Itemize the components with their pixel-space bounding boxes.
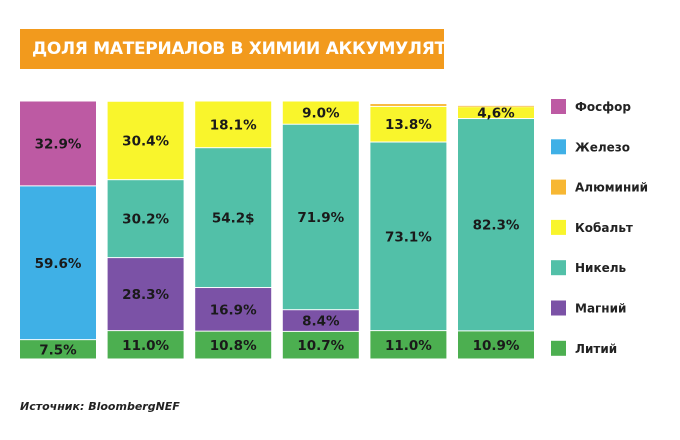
data-label: 82.3% [473,218,520,234]
bar-segment [370,106,447,142]
bar-segment [20,101,96,186]
bar-segment [107,258,184,331]
data-label: 10.7% [297,338,344,354]
legend-swatch [551,300,566,316]
legend-swatch [551,340,566,356]
data-label: 7.5% [39,342,77,358]
bar-segment [458,105,534,107]
bar-stack: 10.7% 8.4% 71.9% 9.0% [282,101,359,359]
legend-swatch [551,99,566,114]
bar-segment [195,148,272,288]
bar-segment [195,331,272,359]
chart-title: ДОЛЯ МАТЕРИАЛОВ В ХИМИИ АККУМУЛЯТОРОВ ПО… [20,29,587,69]
legend-item: Фосфор [551,99,631,114]
legend-label: Литий [575,342,617,356]
data-label: 30.4% [122,133,169,149]
data-label: 30.2% [122,212,169,228]
bar-stack: 10.8% 16.9% 54.2$ 18.1% [195,101,272,359]
legend-item: Литий [551,340,617,356]
bar-segment [195,101,272,148]
legend-item: Железо [551,139,630,155]
bar-segment [282,101,359,124]
data-label: 18.1% [210,117,257,133]
data-label: 32.9% [35,136,82,152]
legend-label: Фосфор [575,100,631,114]
bar-stack: 7.5% 59.6% 32.9% [20,101,96,359]
data-label: 73.1% [385,229,432,245]
data-label: 16.9% [210,302,257,318]
data-label: 10.8% [210,338,257,354]
legend-label: Магний [575,302,626,316]
bar-segment [458,119,534,331]
bar-segment [370,104,447,106]
data-label: 9.0% [302,106,340,122]
legend-item: Кобальт [551,219,633,235]
bar-segment [458,331,534,359]
bar-segment [20,186,96,340]
bar-segment [282,310,359,331]
bar-segment [20,340,96,359]
legend-label: Никель [575,261,627,275]
legend-swatch [551,260,566,276]
bar-segment [458,107,534,119]
bar-stack: 11.0% 73.1% 13.8% [370,104,447,359]
bar-segment [107,180,184,258]
data-label: 54.2$ [212,211,255,227]
legend-swatch [551,179,566,195]
data-label: 10.9% [473,338,520,354]
legend-swatch [551,139,566,155]
bar-segment [195,288,272,331]
bar-stack: 10.9% 82.3% 4,6% [458,106,534,359]
data-label: 11.0% [122,338,169,354]
bar-segment [370,331,447,359]
data-label: 28.3% [122,287,169,303]
data-label: 8.4% [302,314,340,330]
data-label: 59.6% [35,256,82,272]
data-label: 4,6% [477,106,515,122]
legend-label: Алюминий [575,181,648,195]
legend-label: Железо [575,140,630,154]
bar-segment [107,101,184,180]
data-label: 11.0% [385,338,432,354]
legend-item: Алюминий [551,179,648,195]
legend-item: Никель [551,260,627,276]
bar-segment [282,124,359,310]
bar-stack: 11.0% 28.3% 30.2% 30.4% [107,101,184,359]
data-label: 13.8% [385,117,432,133]
source-note: Источник: BloombergNEF [20,400,180,413]
legend-label: Кобальт [575,221,633,235]
bar-segment [370,142,447,331]
legend-item: Магний [551,300,626,316]
bar-segment [107,331,184,359]
bar-segment [282,331,359,359]
legend-swatch [551,219,566,235]
data-label: 71.9% [297,210,344,226]
